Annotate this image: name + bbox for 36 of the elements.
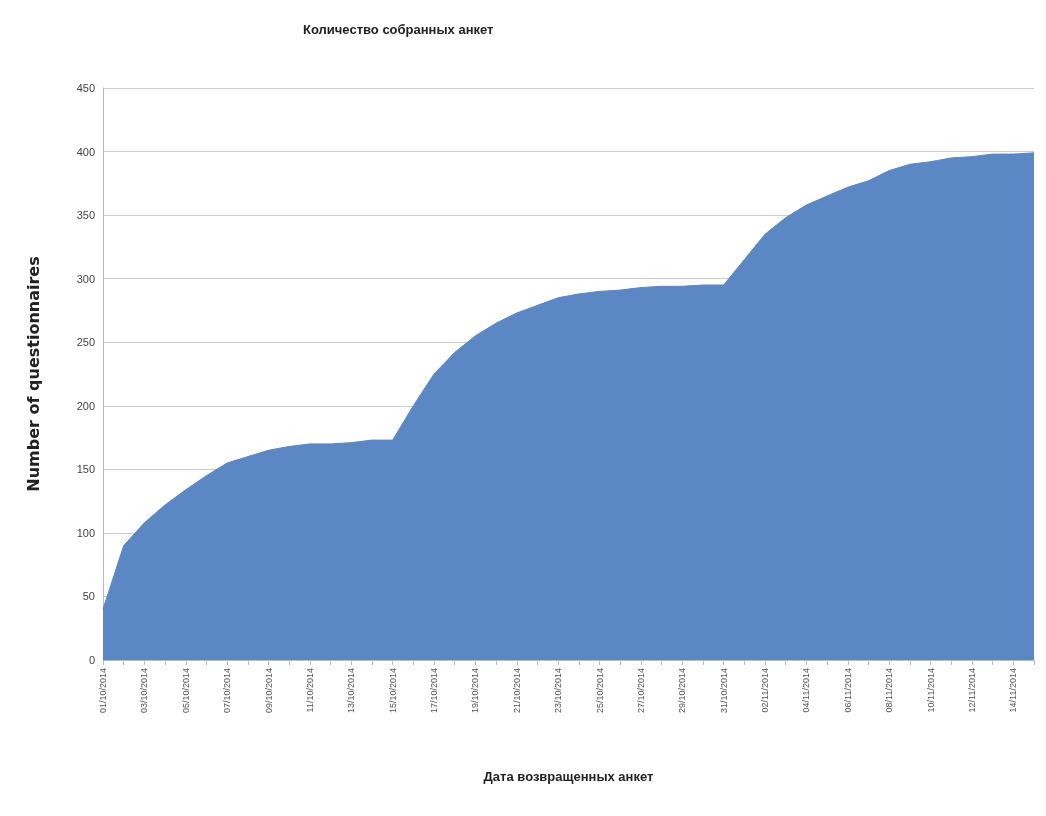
y-tick-label: 50 xyxy=(82,590,95,603)
x-tick-label: 08/11/2014 xyxy=(884,668,895,713)
chart-title: Количество собранных анкет xyxy=(303,22,494,37)
y-tick-label: 150 xyxy=(76,463,95,476)
x-tick-label: 04/11/2014 xyxy=(801,668,812,713)
x-tick-label: 27/10/2014 xyxy=(635,668,646,714)
x-tick-label: 14/11/2014 xyxy=(1008,668,1019,713)
x-tick-label: 19/10/2014 xyxy=(470,668,481,714)
x-axis-title: Дата возвращенных анкет xyxy=(483,769,654,784)
x-tick-label: 10/11/2014 xyxy=(925,668,936,713)
x-tick-label: 21/10/2014 xyxy=(511,668,522,714)
y-tick-label: 250 xyxy=(76,336,95,349)
x-tick-label: 25/10/2014 xyxy=(594,668,605,714)
x-tick-label: 29/10/2014 xyxy=(677,668,688,714)
x-tick-label: 11/10/2014 xyxy=(304,668,315,713)
x-tick-label: 12/11/2014 xyxy=(966,668,977,713)
x-tick-label: 13/10/2014 xyxy=(346,668,357,714)
x-tick-label: 01/10/2014 xyxy=(98,668,108,714)
y-tick-label: 450 xyxy=(76,82,95,94)
x-tick-label: 15/10/2014 xyxy=(387,668,398,714)
y-tick-label: 400 xyxy=(76,145,95,158)
x-tick-label: 02/11/2014 xyxy=(760,668,771,713)
x-tick-label: 17/10/2014 xyxy=(429,668,440,714)
y-axis-title: Number of questionnaires xyxy=(23,256,43,492)
y-tick-label: 350 xyxy=(76,209,95,222)
x-tick-label: 05/10/2014 xyxy=(180,668,191,714)
x-tick-label: 07/10/2014 xyxy=(222,668,233,714)
x-tick-label: 23/10/2014 xyxy=(553,668,564,714)
x-tick-label: 06/11/2014 xyxy=(842,668,853,713)
y-tick-label: 0 xyxy=(88,654,95,666)
x-tick-label: 09/10/2014 xyxy=(263,668,274,714)
y-tick-label: 100 xyxy=(76,526,95,539)
x-tick-label: 31/10/2014 xyxy=(718,668,729,714)
y-tick-label: 200 xyxy=(76,399,95,412)
x-tick-label: 03/10/2014 xyxy=(139,668,150,714)
y-tick-label: 300 xyxy=(76,272,95,285)
